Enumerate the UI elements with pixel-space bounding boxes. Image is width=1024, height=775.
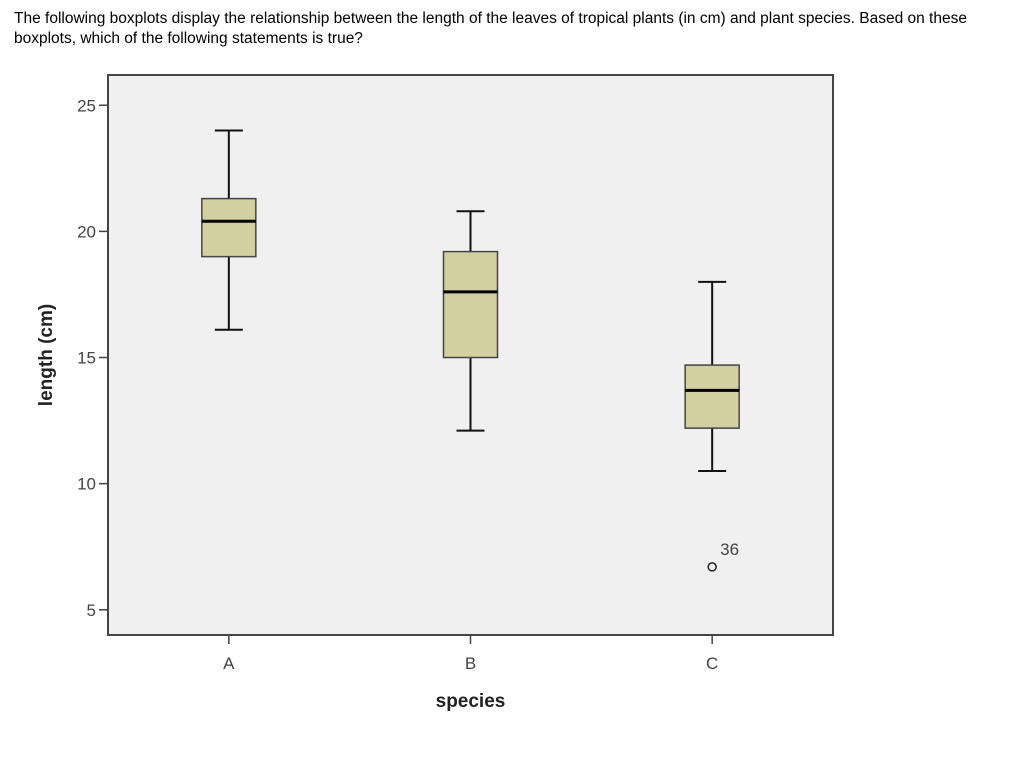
- x-tick-label: C: [706, 654, 718, 673]
- boxes-group: 36: [201, 129, 740, 572]
- y-tick-label: 5: [87, 601, 96, 620]
- x-tick-label: A: [223, 654, 235, 673]
- question-text: The following boxplots display the relat…: [14, 10, 967, 47]
- iqr-box: [201, 197, 257, 258]
- iqr-box: [684, 364, 740, 429]
- y-axis-title: length (cm): [36, 304, 57, 406]
- y-axis: 5 10 15 20 25: [77, 96, 108, 620]
- x-tick-label: B: [465, 654, 476, 673]
- x-axis-title: species: [436, 691, 506, 712]
- y-tick-label: 20: [77, 222, 96, 241]
- box-A: [201, 129, 257, 331]
- box-B: [442, 210, 499, 432]
- box-C: 36: [684, 280, 740, 572]
- iqr-box: [442, 250, 499, 359]
- outlier-label: 36: [720, 540, 739, 559]
- y-tick-label: 25: [77, 96, 96, 115]
- y-tick-label: 10: [77, 475, 96, 494]
- outlier-point: [707, 562, 717, 572]
- x-axis: A B C: [223, 635, 718, 673]
- y-tick-label: 15: [77, 349, 96, 368]
